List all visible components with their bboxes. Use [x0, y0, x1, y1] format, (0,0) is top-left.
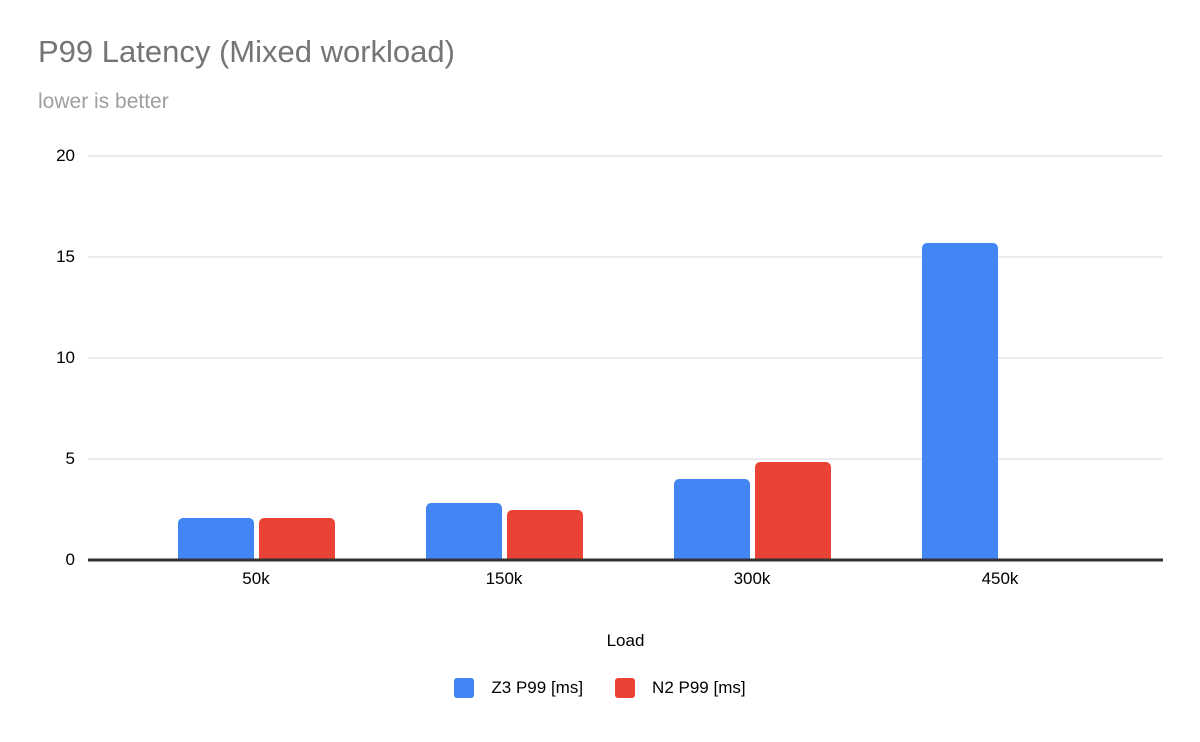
gridline	[88, 155, 1163, 157]
bar-z3-450k	[921, 242, 998, 560]
gridline	[88, 357, 1163, 359]
y-tick-label: 20	[56, 146, 75, 165]
plot-area: 0 5 10 15 20	[56, 146, 1163, 569]
legend-swatch-icon	[615, 678, 636, 698]
x-tick-label-50k: 50k	[242, 569, 270, 588]
y-tick-label: 5	[65, 449, 75, 468]
bar-z3-150k	[425, 503, 502, 560]
x-tick-label-300k: 300k	[733, 569, 771, 588]
chart-title: P99 Latency (Mixed workload)	[38, 34, 455, 69]
x-axis-labels: 50k 150k 300k 450k	[88, 569, 1163, 589]
bar-group-300k	[628, 156, 876, 560]
bar-group-450k	[876, 156, 1124, 560]
legend-item: Z3 P99 [ms]	[454, 678, 583, 698]
bar-n2-150k	[506, 509, 583, 560]
bar-z3-50k	[177, 517, 254, 560]
x-axis-title: Load	[606, 631, 645, 650]
gridline	[88, 458, 1163, 460]
bar-group-150k	[380, 156, 628, 560]
legend-swatch-icon	[454, 678, 475, 698]
legend-label: Z3 P99 [ms]	[491, 678, 584, 697]
x-axis-line	[88, 558, 1163, 562]
legend-item: N2 P99 [ms]	[615, 678, 746, 698]
bar-n2-300k	[754, 462, 831, 560]
legend-label: N2 P99 [ms]	[652, 678, 746, 697]
bar-z3-300k	[673, 479, 750, 560]
x-tick-label-450k: 450k	[981, 569, 1019, 588]
bar-group-50k	[132, 156, 380, 560]
y-tick-label: 0	[65, 550, 75, 569]
chart-subtitle: lower is better	[38, 90, 169, 113]
bar-n2-50k	[258, 517, 335, 560]
x-tick-label-150k: 150k	[485, 569, 523, 588]
legend: Z3 P99 [ms] N2 P99 [ms]	[0, 678, 1200, 698]
y-tick-label: 10	[56, 348, 75, 367]
bar-groups	[88, 156, 1163, 560]
gridline	[88, 256, 1163, 258]
y-tick-label: 15	[56, 247, 75, 266]
